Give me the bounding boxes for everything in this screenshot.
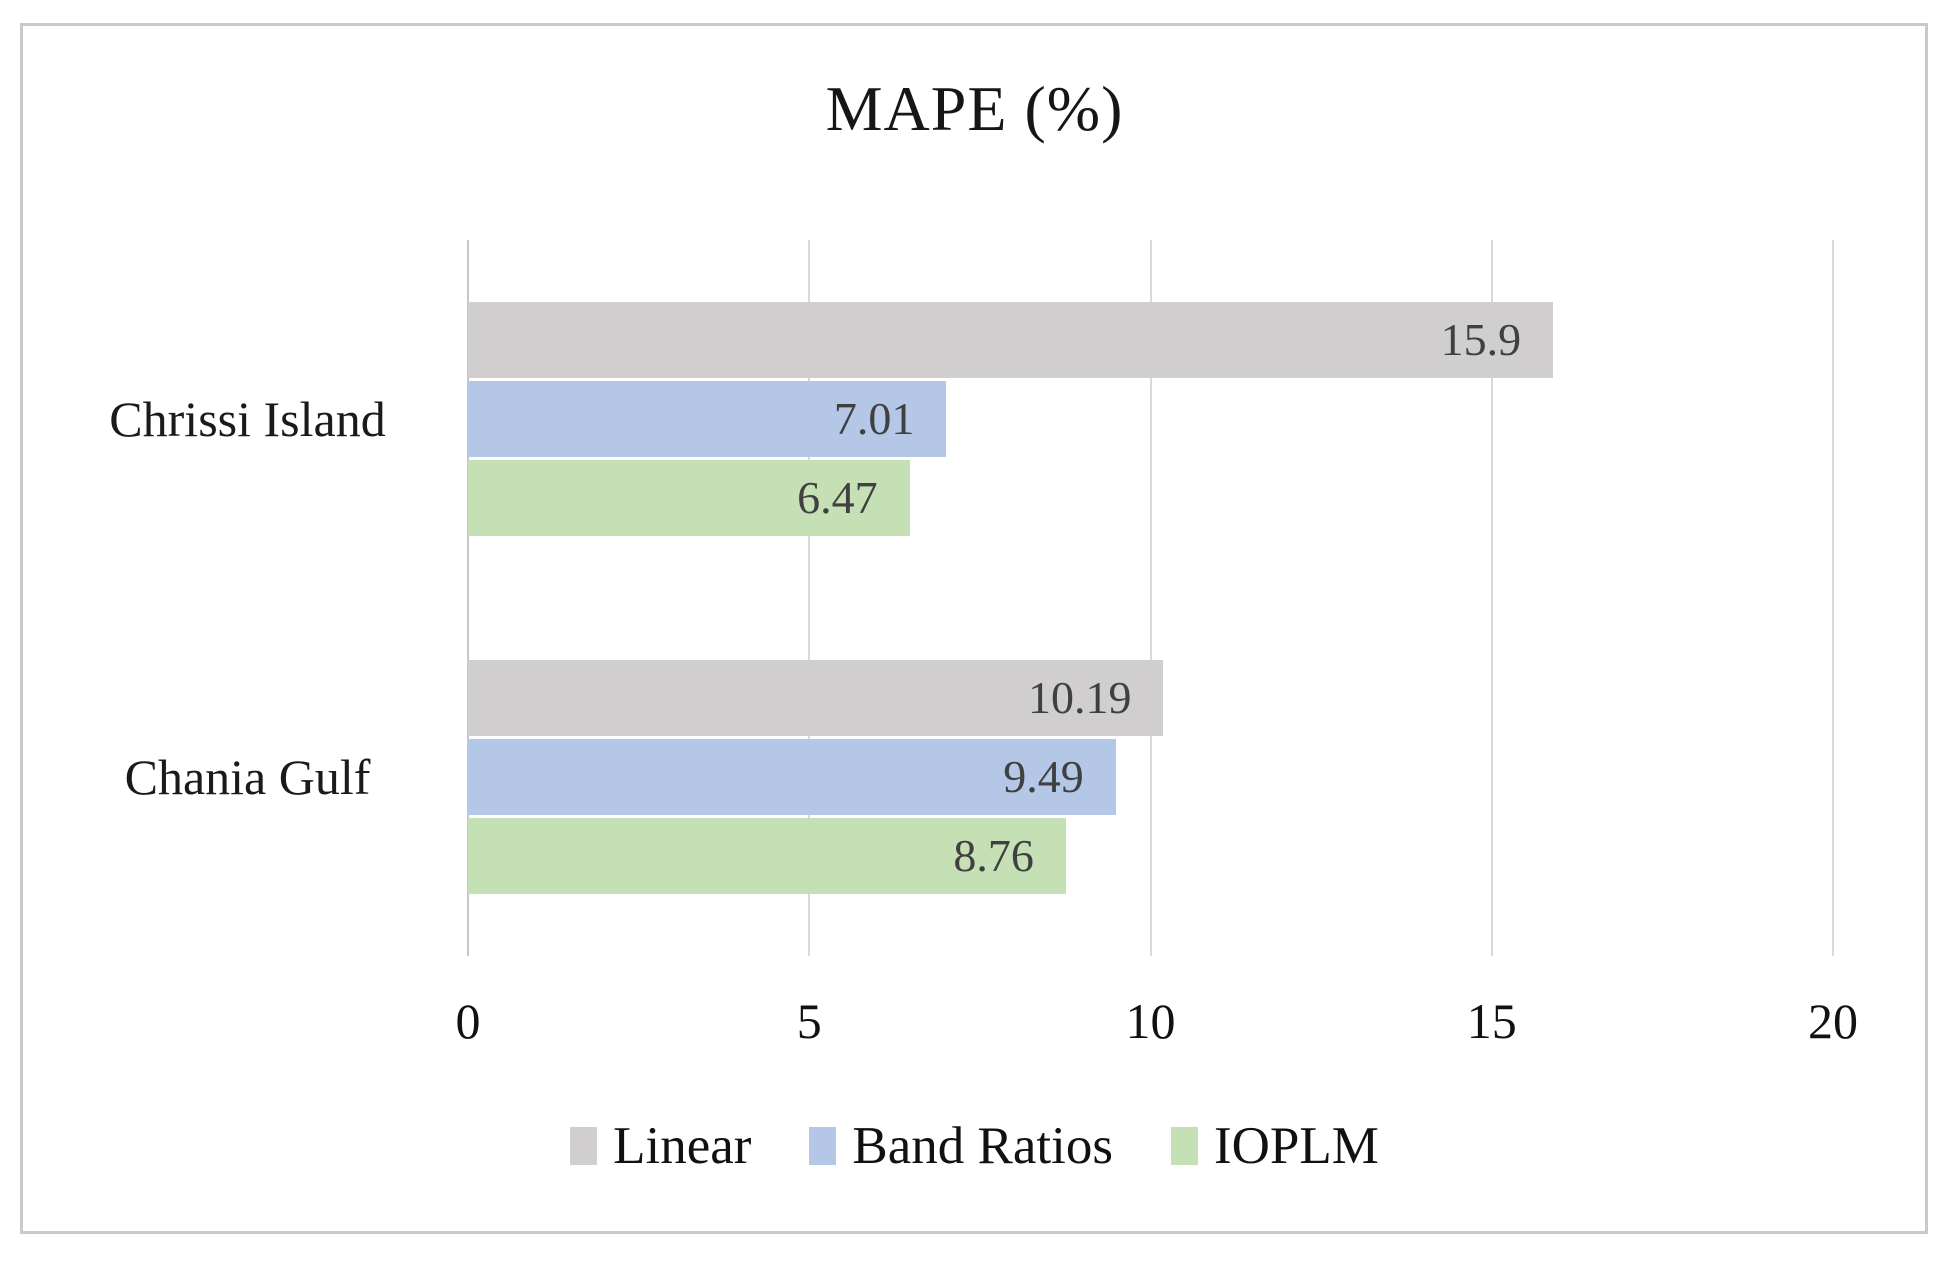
category-label: Chania Gulf bbox=[124, 749, 371, 805]
legend-item: Band Ratios bbox=[809, 1118, 1113, 1174]
chart-frame bbox=[20, 23, 1928, 1234]
x-tick-label: 5 bbox=[796, 993, 822, 1049]
chart-title: MAPE (%) bbox=[825, 73, 1124, 144]
legend-label: Linear bbox=[613, 1117, 752, 1175]
legend-item: IOPLM bbox=[1170, 1117, 1379, 1175]
bar-value-label: 6.47 bbox=[797, 472, 878, 523]
legend: Linear Band Ratios IOPLM bbox=[0, 1118, 1949, 1174]
y-axis-line bbox=[467, 240, 469, 956]
bar bbox=[468, 818, 1066, 894]
x-tick-label: 10 bbox=[1125, 993, 1176, 1049]
x-tick-label: 20 bbox=[1808, 993, 1858, 1049]
x-tick-label: 15 bbox=[1466, 993, 1517, 1049]
bar-value-label: 7.01 bbox=[833, 393, 915, 444]
bar-value-label: 10.19 bbox=[1027, 672, 1132, 723]
x-tick-label: 0 bbox=[455, 993, 481, 1049]
legend-label: IOPLM bbox=[1213, 1117, 1379, 1175]
category-label: Chrissi Island bbox=[109, 391, 386, 447]
gridline bbox=[1490, 240, 1493, 956]
bar-value-label: 8.76 bbox=[953, 830, 1034, 881]
bar bbox=[468, 302, 1554, 378]
gridline bbox=[808, 240, 811, 956]
gridline bbox=[1149, 240, 1152, 956]
bar bbox=[468, 460, 910, 536]
legend-swatch-icon bbox=[809, 1127, 837, 1165]
legend-item: Linear bbox=[570, 1118, 751, 1174]
legend-swatch-icon bbox=[1170, 1127, 1198, 1165]
legend-swatch-icon bbox=[570, 1127, 598, 1165]
legend-label: Band Ratios bbox=[852, 1117, 1113, 1175]
gridline bbox=[1832, 240, 1834, 956]
bar bbox=[468, 381, 947, 457]
bar bbox=[468, 739, 1116, 815]
bar-value-label: 15.9 bbox=[1440, 314, 1522, 365]
bar-value-label: 9.49 bbox=[1003, 751, 1084, 802]
bar bbox=[468, 660, 1164, 736]
